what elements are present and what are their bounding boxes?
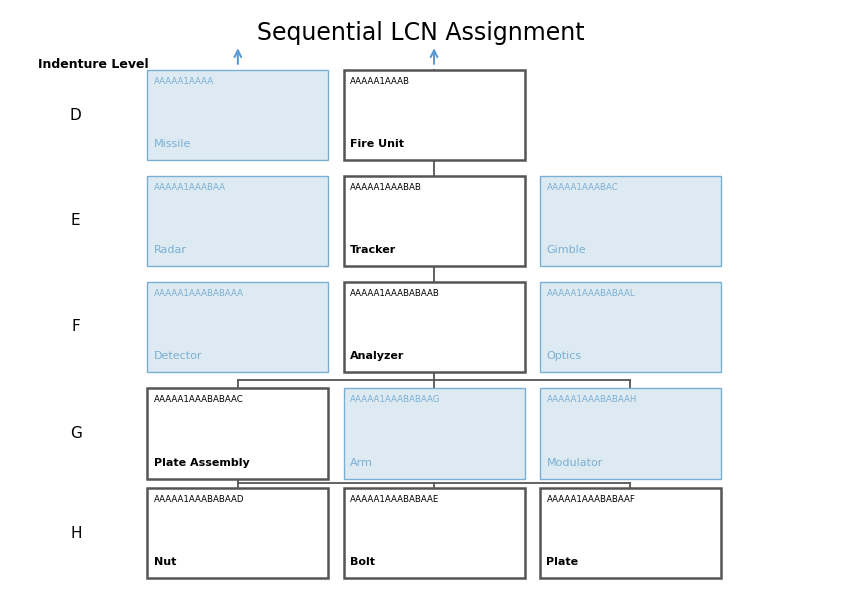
- Text: Detector: Detector: [154, 351, 203, 361]
- Text: AAAAA1AAAA: AAAAA1AAAA: [154, 77, 214, 86]
- Bar: [344, 488, 525, 578]
- Bar: [344, 70, 525, 160]
- Text: Sequential LCN Assignment: Sequential LCN Assignment: [257, 21, 585, 45]
- Text: AAAAA1AAABAA: AAAAA1AAABAA: [154, 183, 226, 192]
- Text: D: D: [70, 108, 82, 122]
- Bar: [147, 70, 328, 160]
- Text: G: G: [70, 426, 82, 441]
- Text: Fire Unit: Fire Unit: [350, 140, 404, 149]
- Text: Plate Assembly: Plate Assembly: [154, 458, 250, 468]
- Text: Gimble: Gimble: [546, 245, 586, 255]
- Text: Nut: Nut: [154, 558, 177, 567]
- Text: Bolt: Bolt: [350, 558, 376, 567]
- Bar: [147, 388, 328, 479]
- Text: Arm: Arm: [350, 458, 373, 468]
- Text: AAAAA1AAABABAAC: AAAAA1AAABABAAC: [154, 395, 244, 405]
- Text: F: F: [72, 319, 80, 334]
- Text: AAAAA1AAABABAAE: AAAAA1AAABABAAE: [350, 495, 440, 504]
- Text: Indenture Level: Indenture Level: [38, 58, 148, 71]
- Text: AAAAA1AAABABAAG: AAAAA1AAABABAAG: [350, 395, 440, 405]
- Bar: [540, 488, 721, 578]
- Bar: [344, 282, 525, 372]
- Bar: [147, 282, 328, 372]
- Text: E: E: [71, 214, 81, 228]
- Bar: [344, 388, 525, 479]
- Bar: [540, 176, 721, 266]
- Bar: [147, 488, 328, 578]
- Text: AAAAA1AAABABAAH: AAAAA1AAABABAAH: [546, 395, 637, 405]
- Text: AAAAA1AAABAB: AAAAA1AAABAB: [350, 183, 422, 192]
- Text: AAAAA1AAABABAAA: AAAAA1AAABABAAA: [154, 289, 244, 298]
- Bar: [147, 176, 328, 266]
- Text: Plate: Plate: [546, 558, 578, 567]
- Text: Modulator: Modulator: [546, 458, 603, 468]
- Bar: [540, 388, 721, 479]
- Bar: [540, 282, 721, 372]
- Text: Optics: Optics: [546, 351, 582, 361]
- Text: Analyzer: Analyzer: [350, 351, 405, 361]
- Text: AAAAA1AAABABAAL: AAAAA1AAABABAAL: [546, 289, 635, 298]
- Text: AAAAA1AAABABAAF: AAAAA1AAABABAAF: [546, 495, 636, 504]
- Bar: [344, 176, 525, 266]
- Text: Radar: Radar: [154, 245, 187, 255]
- Text: AAAAA1AAABABAAD: AAAAA1AAABABAAD: [154, 495, 244, 504]
- Text: Tracker: Tracker: [350, 245, 397, 255]
- Text: Missile: Missile: [154, 140, 191, 149]
- Text: H: H: [70, 526, 82, 541]
- Text: AAAAA1AAABABAAB: AAAAA1AAABABAAB: [350, 289, 440, 298]
- Text: AAAAA1AAAB: AAAAA1AAAB: [350, 77, 410, 86]
- Text: AAAAA1AAABAC: AAAAA1AAABAC: [546, 183, 618, 192]
